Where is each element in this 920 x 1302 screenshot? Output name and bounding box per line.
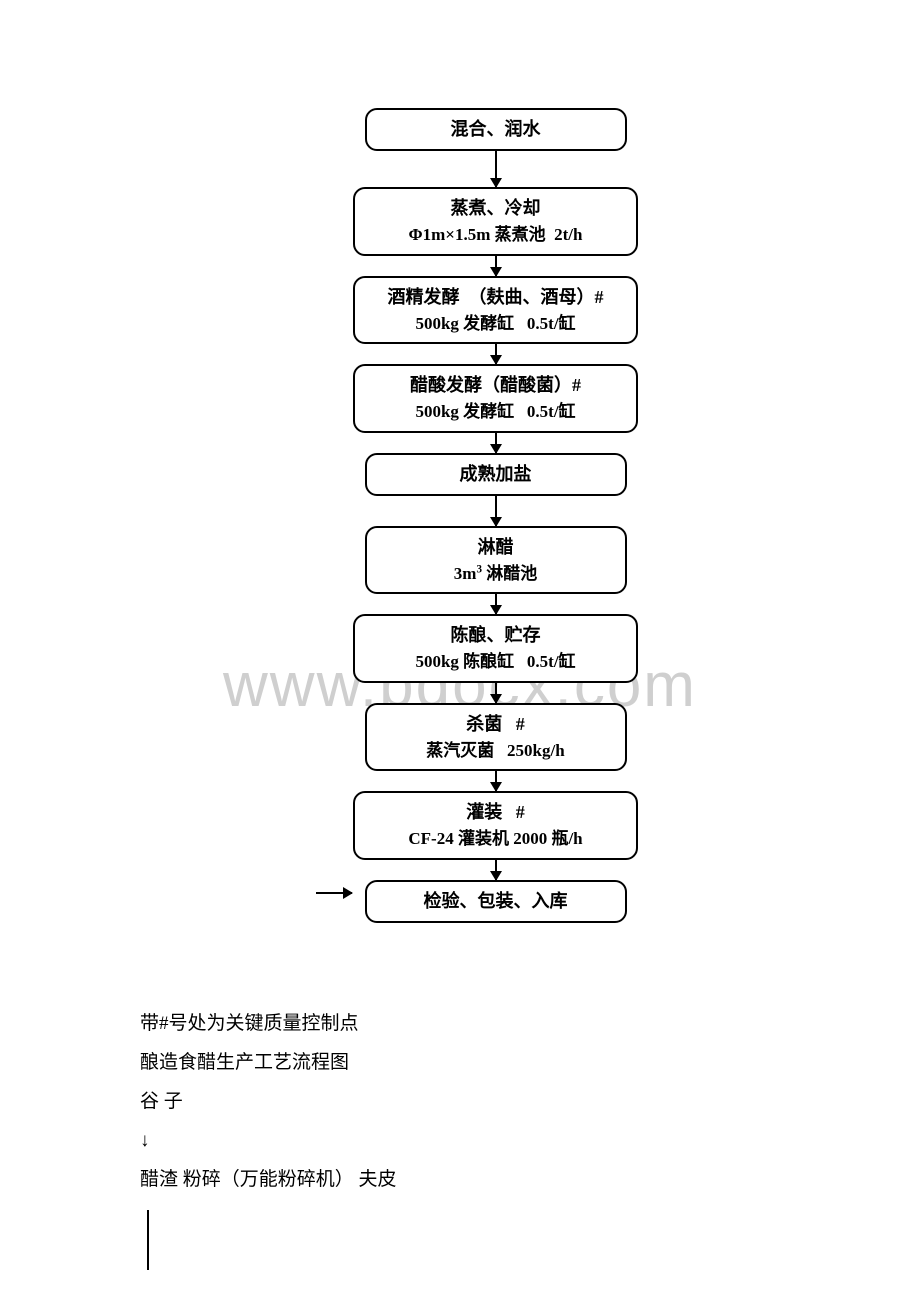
node-sublabel: 500kg 发酵缸 0.5t/缸 bbox=[363, 311, 628, 337]
node-label: 酒精发酵 （麸曲、酒母）# bbox=[363, 284, 628, 311]
flowchart-container: 混合、润水 蒸煮、冷却 Φ1m×1.5m 蒸煮池 2t/h 酒精发酵 （麸曲、酒… bbox=[353, 108, 638, 923]
node-sublabel: 500kg 发酵缸 0.5t/缸 bbox=[363, 399, 628, 425]
node-label: 蒸煮、冷却 bbox=[363, 195, 628, 222]
node-mix: 混合、润水 bbox=[365, 108, 627, 151]
node-sublabel: Φ1m×1.5m 蒸煮池 2t/h bbox=[363, 222, 628, 248]
arrow bbox=[495, 151, 497, 187]
arrow bbox=[495, 771, 497, 791]
node-acetic-ferment: 醋酸发酵（醋酸菌）# 500kg 发酵缸 0.5t/缸 bbox=[353, 364, 638, 433]
arrow bbox=[495, 344, 497, 364]
node-fill: 灌装 # CF-24 灌装机 2000 瓶/h bbox=[353, 791, 638, 860]
node-alcohol-ferment: 酒精发酵 （麸曲、酒母）# 500kg 发酵缸 0.5t/缸 bbox=[353, 276, 638, 345]
text-line: 带#号处为关键质量控制点 bbox=[140, 1005, 397, 1044]
arrow bbox=[495, 256, 497, 276]
text-line: 酿造食醋生产工艺流程图 bbox=[140, 1044, 397, 1083]
side-input-arrow bbox=[316, 892, 352, 894]
node-age-store: 陈酿、贮存 500kg 陈酿缸 0.5t/缸 bbox=[353, 614, 638, 683]
node-label: 灌装 # bbox=[363, 799, 628, 826]
node-label: 混合、润水 bbox=[375, 116, 617, 143]
arrow bbox=[495, 860, 497, 880]
node-sublabel: CF-24 灌装机 2000 瓶/h bbox=[363, 826, 628, 852]
node-label: 陈酿、贮存 bbox=[363, 622, 628, 649]
node-label: 醋酸发酵（醋酸菌）# bbox=[363, 372, 628, 399]
arrow bbox=[495, 683, 497, 703]
node-label: 成熟加盐 bbox=[375, 461, 617, 488]
node-label: 杀菌 # bbox=[375, 711, 617, 738]
node-mature-salt: 成熟加盐 bbox=[365, 453, 627, 496]
node-steam: 蒸煮、冷却 Φ1m×1.5m 蒸煮池 2t/h bbox=[353, 187, 638, 256]
text-line: ↓ bbox=[140, 1122, 397, 1161]
vertical-bar bbox=[147, 1210, 149, 1270]
node-sterilize: 杀菌 # 蒸汽灭菌 250kg/h bbox=[365, 703, 627, 772]
text-line: 谷 子 bbox=[140, 1083, 397, 1122]
node-sublabel: 蒸汽灭菌 250kg/h bbox=[375, 738, 617, 764]
node-leach: 淋醋 3m3 淋醋池 bbox=[365, 526, 627, 595]
node-inspect-pack: 检验、包装、入库 bbox=[365, 880, 627, 923]
text-line: 醋渣 粉碎（万能粉碎机） 夫皮 bbox=[140, 1161, 397, 1200]
node-sublabel: 500kg 陈酿缸 0.5t/缸 bbox=[363, 649, 628, 675]
arrow bbox=[495, 594, 497, 614]
node-sublabel: 3m3 淋醋池 bbox=[375, 561, 617, 587]
arrow bbox=[495, 433, 497, 453]
node-label: 淋醋 bbox=[375, 534, 617, 561]
body-text-block: 带#号处为关键质量控制点 酿造食醋生产工艺流程图 谷 子 ↓ 醋渣 粉碎（万能粉… bbox=[140, 1005, 397, 1200]
arrow bbox=[495, 496, 497, 526]
node-label: 检验、包装、入库 bbox=[375, 888, 617, 915]
